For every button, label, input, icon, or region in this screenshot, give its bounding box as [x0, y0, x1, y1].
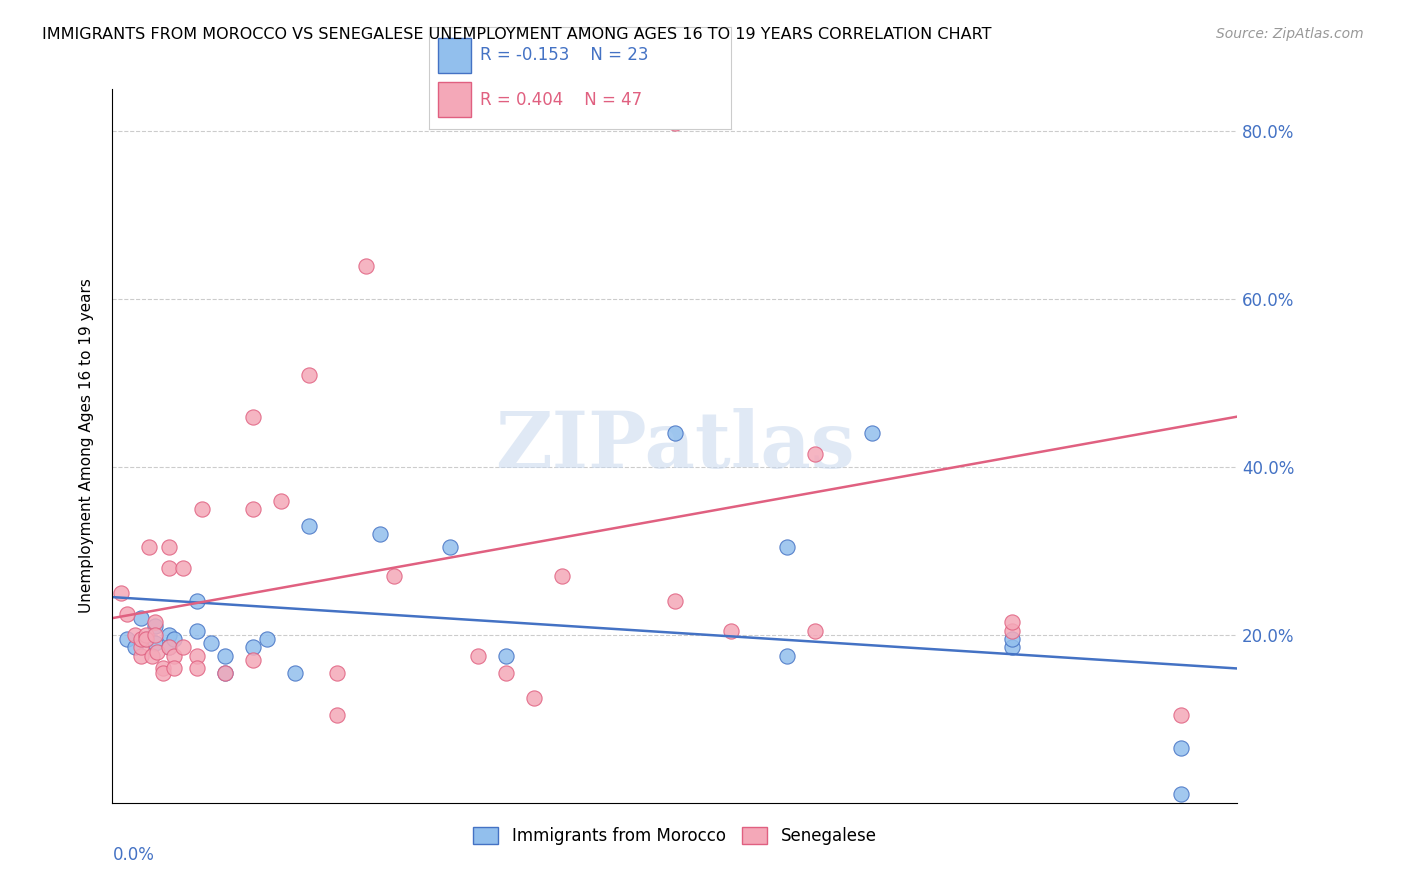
Point: [776, 540, 799, 554]
Point: [129, 640, 152, 655]
Point: [495, 648, 517, 663]
Point: [298, 518, 321, 533]
Point: [664, 426, 686, 441]
Point: [163, 661, 186, 675]
Text: ZIPatlas: ZIPatlas: [495, 408, 855, 484]
Point: [242, 653, 264, 667]
Point: [860, 426, 883, 441]
Point: [129, 632, 152, 646]
Point: [124, 640, 146, 655]
Point: [382, 569, 405, 583]
Point: [186, 594, 208, 608]
Point: [242, 409, 264, 424]
Point: [143, 628, 166, 642]
Point: [157, 640, 180, 655]
Point: [138, 540, 160, 554]
Point: [1001, 640, 1024, 655]
Point: [439, 540, 461, 554]
Point: [124, 628, 146, 642]
Point: [186, 648, 208, 663]
Point: [354, 259, 377, 273]
Point: [163, 648, 186, 663]
Point: [298, 368, 321, 382]
Bar: [437, 38, 471, 73]
Point: [804, 624, 827, 638]
Point: [214, 665, 236, 680]
Point: [776, 648, 799, 663]
Bar: [437, 82, 471, 117]
Point: [143, 636, 166, 650]
Point: [115, 632, 138, 646]
Point: [551, 569, 574, 583]
Point: [1170, 788, 1192, 802]
Point: [270, 493, 292, 508]
Point: [214, 648, 236, 663]
Point: [135, 632, 157, 646]
Point: [110, 586, 132, 600]
Point: [368, 527, 391, 541]
Point: [129, 611, 152, 625]
Point: [143, 615, 166, 630]
Point: [1170, 741, 1192, 756]
Point: [152, 665, 174, 680]
Point: [135, 632, 157, 646]
Point: [242, 502, 264, 516]
Point: [804, 447, 827, 461]
Point: [157, 540, 180, 554]
Text: 0.0%: 0.0%: [112, 846, 155, 863]
Point: [523, 690, 546, 705]
Point: [467, 648, 489, 663]
Point: [157, 628, 180, 642]
Point: [284, 665, 307, 680]
Point: [256, 632, 278, 646]
Point: [141, 648, 163, 663]
Point: [664, 116, 686, 130]
Point: [1001, 632, 1024, 646]
Point: [186, 661, 208, 675]
Point: [135, 628, 157, 642]
Point: [143, 619, 166, 633]
Point: [146, 645, 169, 659]
Point: [163, 632, 186, 646]
Point: [242, 640, 264, 655]
Point: [191, 502, 214, 516]
Point: [326, 665, 349, 680]
Point: [172, 640, 194, 655]
Text: Source: ZipAtlas.com: Source: ZipAtlas.com: [1216, 27, 1364, 41]
Point: [1001, 624, 1024, 638]
Point: [664, 594, 686, 608]
Point: [172, 560, 194, 574]
Point: [200, 636, 222, 650]
Point: [186, 624, 208, 638]
Point: [495, 665, 517, 680]
Point: [157, 560, 180, 574]
Point: [326, 707, 349, 722]
Point: [1001, 615, 1024, 630]
Y-axis label: Unemployment Among Ages 16 to 19 years: Unemployment Among Ages 16 to 19 years: [79, 278, 94, 614]
Point: [1170, 707, 1192, 722]
Point: [214, 665, 236, 680]
Point: [115, 607, 138, 621]
Text: R = -0.153    N = 23: R = -0.153 N = 23: [481, 46, 648, 64]
Point: [157, 640, 180, 655]
Text: R = 0.404    N = 47: R = 0.404 N = 47: [481, 91, 643, 109]
Legend: Immigrants from Morocco, Senegalese: Immigrants from Morocco, Senegalese: [467, 820, 883, 852]
Text: IMMIGRANTS FROM MOROCCO VS SENEGALESE UNEMPLOYMENT AMONG AGES 16 TO 19 YEARS COR: IMMIGRANTS FROM MOROCCO VS SENEGALESE UN…: [42, 27, 991, 42]
Point: [129, 648, 152, 663]
Point: [720, 624, 742, 638]
Point: [152, 661, 174, 675]
